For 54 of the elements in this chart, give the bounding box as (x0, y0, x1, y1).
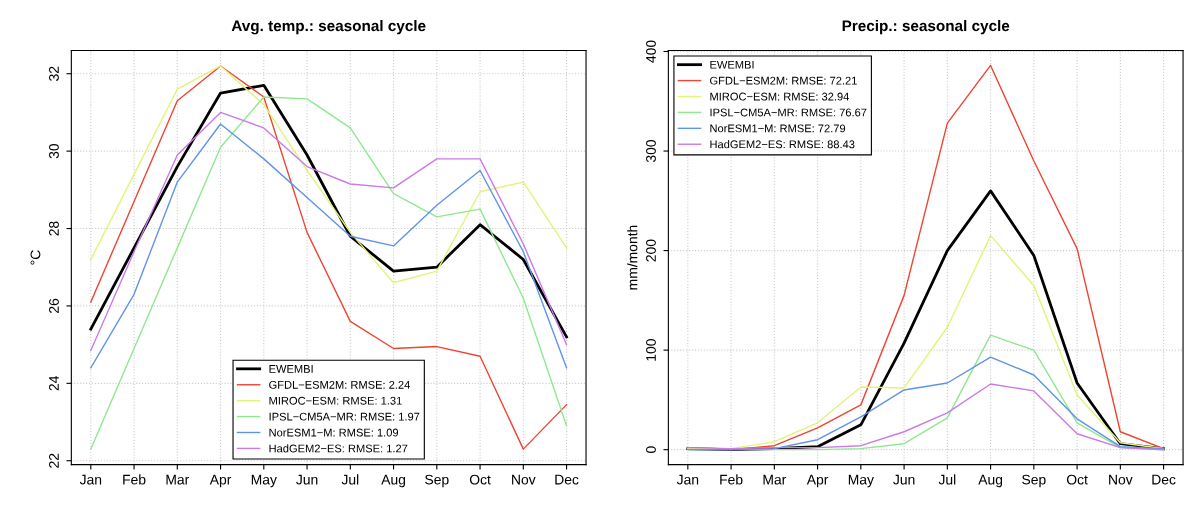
y-axis-title: °C (30, 250, 41, 265)
legend-label: EWEMBI (710, 60, 754, 69)
y-tick-label: 26 (49, 298, 59, 313)
x-tick-label: Aug (978, 474, 1003, 488)
chart-title: Precip.: seasonal cycle (842, 19, 1010, 35)
line-series (687, 356, 1165, 451)
y-tick-label: 300 (646, 139, 656, 163)
x-tick-label: Dec (1152, 474, 1176, 485)
y-tick-label: 28 (49, 221, 59, 236)
legend-label: EWEMBI (269, 365, 313, 373)
x-tick-label: Sep (425, 474, 449, 488)
x-tick-label: Jul (341, 474, 359, 485)
line-series (687, 383, 1165, 451)
y-tick-label: 100 (646, 339, 656, 361)
legend-label: IPSL−CM5A−MR: RMSE: 76.67 (710, 108, 867, 117)
x-tick-label: Oct (1066, 474, 1088, 485)
x-tick-label: Sep (1022, 474, 1046, 488)
x-tick-label: Jan (79, 474, 102, 485)
y-tick-label: 24 (49, 376, 59, 391)
x-tick-label: Dec (555, 474, 579, 485)
x-tick-label: Jan (676, 474, 699, 485)
y-tick-label: 22 (49, 453, 59, 468)
y-tick-label: 30 (49, 143, 59, 159)
x-tick-label: Nov (512, 474, 536, 485)
legend-label: NorESM1−M: RMSE: 1.09 (269, 428, 399, 437)
y-tick-label: 0 (646, 446, 656, 453)
chart-title: Avg. temp.: seasonal cycle (231, 19, 426, 35)
x-tick-label: Jun (296, 474, 318, 485)
legend-label: MIROC−ESM: RMSE: 32.94 (710, 92, 850, 101)
x-tick-label: Feb (123, 474, 146, 485)
x-tick-label: Apr (806, 474, 829, 488)
x-tick-label: May (848, 474, 874, 488)
line-series (90, 65, 568, 284)
legend-label: GFDL−ESM2M: RMSE: 2.24 (269, 380, 410, 389)
legend-label: MIROC−ESM: RMSE: 1.31 (269, 396, 402, 405)
legend-label: GFDL−ESM2M: RMSE: 72.21 (710, 76, 857, 85)
x-tick-label: Oct (469, 474, 491, 485)
x-tick-label: Apr (209, 474, 232, 488)
x-tick-label: Jun (893, 474, 915, 485)
y-tick-label: 400 (646, 40, 656, 63)
y-axis-title: mm/month (627, 225, 638, 290)
x-tick-label: Feb (720, 474, 743, 485)
y-tick-label: 200 (646, 239, 656, 262)
x-tick-label: May (251, 474, 277, 488)
legend-label: HadGEM2−ES: RMSE: 88.43 (710, 140, 855, 149)
legend-label: IPSL−CM5A−MR: RMSE: 1.97 (269, 412, 420, 421)
x-tick-label: Jul (938, 474, 956, 485)
x-tick-label: Nov (1109, 474, 1133, 485)
x-tick-label: Mar (763, 474, 787, 485)
legend-label: HadGEM2−ES: RMSE: 1.27 (269, 444, 408, 453)
x-tick-label: Mar (166, 474, 190, 485)
x-tick-label: Aug (381, 474, 406, 488)
legend-label: NorESM1−M: RMSE: 72.79 (710, 124, 846, 133)
y-tick-label: 32 (49, 66, 59, 81)
